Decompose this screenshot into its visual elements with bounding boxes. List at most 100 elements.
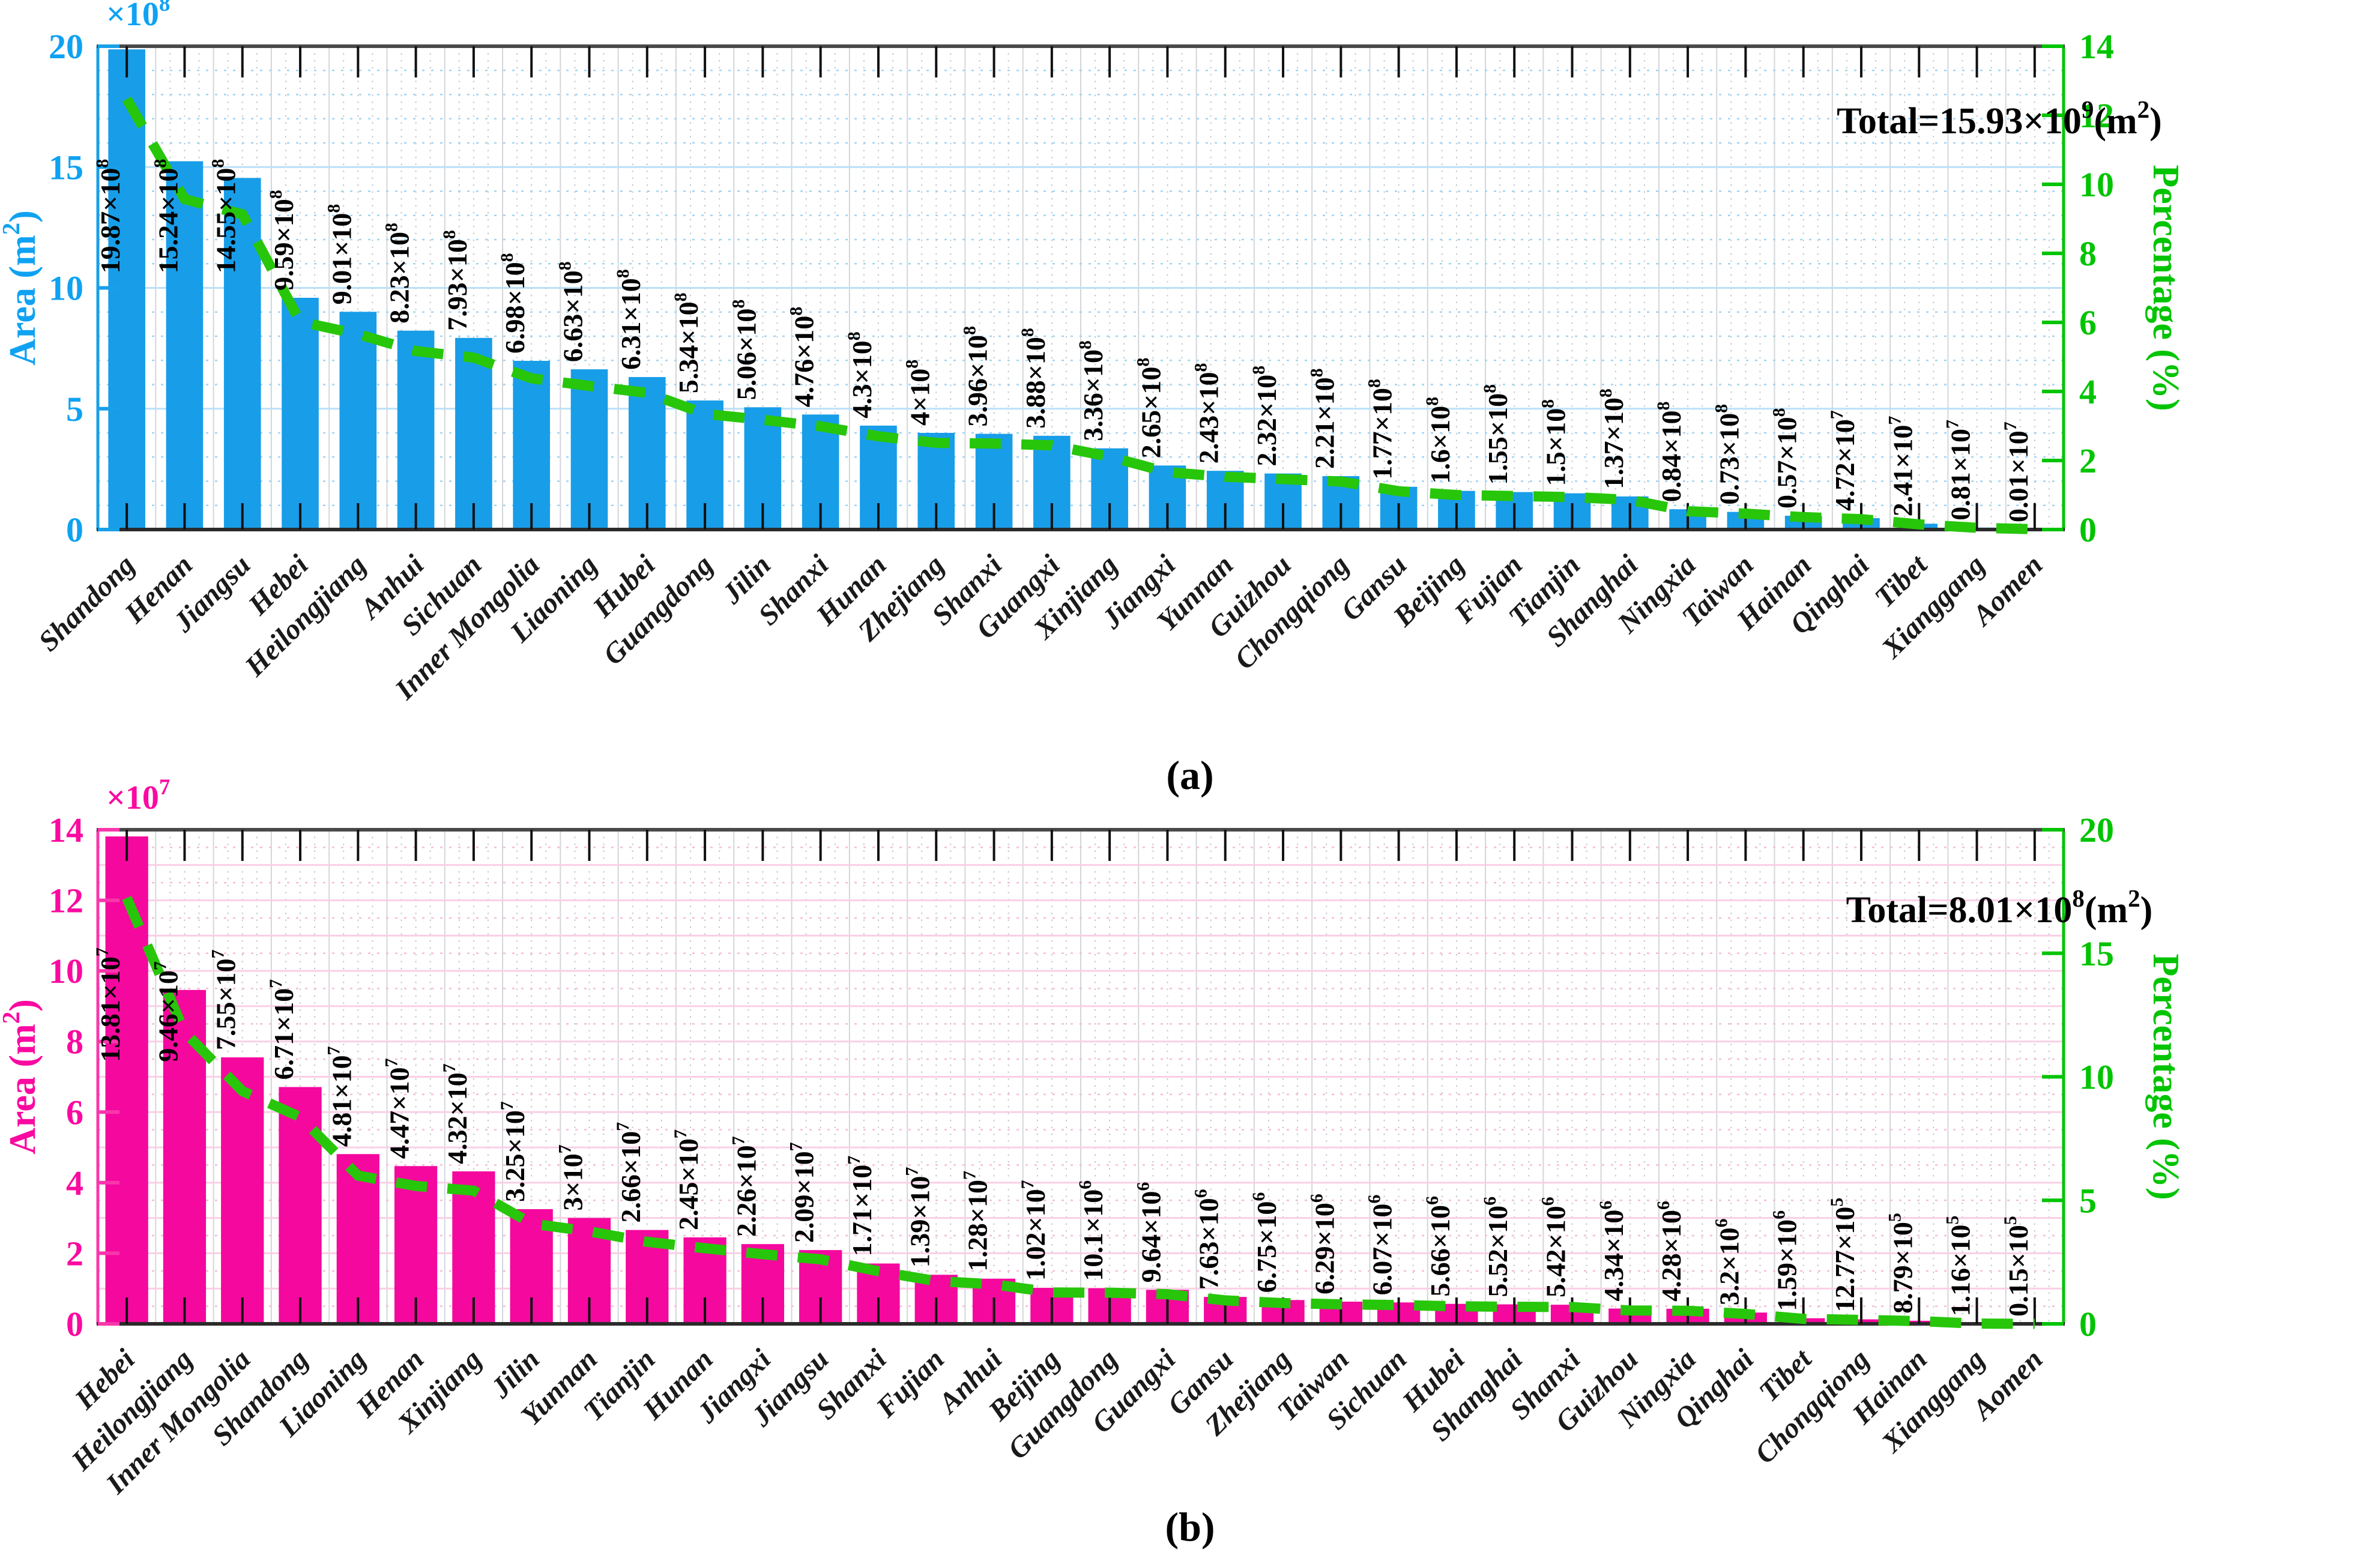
bar-value-label: 1.55×108 <box>1480 384 1513 485</box>
bar-value-label: 6.29×106 <box>1306 1194 1340 1294</box>
bar-value-label: 3.96×108 <box>960 326 993 427</box>
y-tick-label-right: 8 <box>2079 234 2097 273</box>
percentage-line <box>122 896 2035 1329</box>
y-tick-label-left: 14 <box>49 811 83 850</box>
y-tick-label-left: 15 <box>49 148 83 187</box>
bar-value-label: 9.59×108 <box>266 190 299 291</box>
y-tick-label-right: 4 <box>2079 372 2097 411</box>
y-tick-label-left: 10 <box>49 952 83 991</box>
bar-value-label: 1.59×106 <box>1769 1210 1802 1311</box>
bar-value-label: 4×108 <box>902 360 935 426</box>
bar-value-label: 2.66×107 <box>613 1122 646 1223</box>
y-tick-label-right: 15 <box>2079 934 2114 973</box>
bar-value-label: 7.55×107 <box>208 949 241 1050</box>
bar-value-label: 5.34×108 <box>671 292 704 393</box>
bar-value-label: 2.41×107 <box>1885 416 1918 517</box>
y-tick-label-left: 10 <box>49 269 83 308</box>
bar-value-label: 0.15×105 <box>2001 1216 2034 1317</box>
bar-heilongjiang <box>339 312 377 530</box>
y-tick-label-left: 0 <box>66 510 83 549</box>
y-tick-label-right: 2 <box>2079 441 2097 480</box>
total-annotation: Total=15.93×109(m2) <box>1837 95 2162 142</box>
bar-value-label: 2.43×108 <box>1191 363 1224 463</box>
axis-scale-label: ×108 <box>106 0 170 33</box>
bar-value-label: 2.09×107 <box>787 1142 820 1243</box>
panel-a-caption: (a) <box>1166 752 1214 798</box>
left-axis-title: Area (m2) <box>0 999 43 1155</box>
bar-hebei <box>105 836 148 1324</box>
bar-value-label: 1.6×108 <box>1422 397 1455 484</box>
y-tick-label-left: 6 <box>66 1093 83 1132</box>
y-tick-label-left: 5 <box>66 390 83 429</box>
y-tick-label-right: 10 <box>2079 1058 2114 1097</box>
bar-value-label: 2.45×107 <box>671 1129 704 1230</box>
bar-value-label: 0.01×107 <box>2001 421 2034 522</box>
y-tick-label-right: 10 <box>2079 165 2114 204</box>
bar-value-label: 7.93×108 <box>439 230 473 331</box>
bar-anhui <box>397 330 435 530</box>
bar-value-label: 5.06×108 <box>728 300 761 400</box>
bar-value-label: 1.28×107 <box>960 1171 993 1272</box>
bar-value-label: 15.24×108 <box>150 159 183 274</box>
bar-value-label: 12.77×105 <box>1827 1198 1860 1312</box>
bar-value-label: 9.46×107 <box>150 961 183 1062</box>
bar-value-label: 6.75×106 <box>1249 1192 1282 1293</box>
bar-value-label: 6.63×108 <box>555 261 588 362</box>
bar-value-label: 0.84×108 <box>1654 401 1687 502</box>
bar-liaoning <box>570 369 608 530</box>
right-axis-title: Percentage (%) <box>2145 953 2186 1200</box>
bar-value-label: 4.47×107 <box>382 1058 415 1159</box>
bar-value-label: 19.87×108 <box>92 159 125 274</box>
y-tick-label-right: 12 <box>2079 96 2114 135</box>
bar-value-label: 13.81×107 <box>92 947 125 1062</box>
bar-value-label: 8.79×105 <box>1885 1213 1918 1314</box>
bar-value-label: 3×107 <box>555 1144 588 1210</box>
bar-value-label: 5.42×106 <box>1538 1197 1571 1297</box>
y-tick-label-left: 0 <box>66 1305 83 1344</box>
bar-value-label: 6.98×108 <box>497 253 530 354</box>
bar-value-label: 10.1×106 <box>1075 1180 1108 1281</box>
bar-value-label: 1.71×107 <box>844 1156 877 1257</box>
bar-value-label: 9.64×106 <box>1133 1182 1166 1283</box>
bar-value-label: 1.39×107 <box>902 1167 935 1268</box>
bar-value-label: 1.5×108 <box>1538 399 1571 486</box>
bar-inner-mongolia <box>221 1057 264 1324</box>
y-tick-label-right: 6 <box>2079 303 2097 342</box>
total-annotation: Total=8.01×108(m2) <box>1846 884 2153 931</box>
bar-value-label: 7.63×106 <box>1191 1189 1224 1290</box>
bar-value-label: 4.32×107 <box>439 1063 473 1164</box>
bar-value-label: 2.32×108 <box>1249 366 1282 466</box>
bar-value-label: 1.16×105 <box>1943 1216 1976 1317</box>
bar-value-label: 6.07×106 <box>1365 1195 1398 1296</box>
bar-value-label: 6.71×107 <box>266 979 299 1080</box>
bar-value-label: 0.57×108 <box>1769 408 1802 509</box>
bar-value-label: 5.52×106 <box>1480 1197 1513 1297</box>
bar-value-label: 2.65×108 <box>1133 358 1166 459</box>
bar-value-label: 6.31×108 <box>613 269 646 370</box>
bar-value-label: 4.72×107 <box>1827 410 1860 511</box>
bar-henan <box>166 161 204 530</box>
bar-value-label: 1.37×108 <box>1596 388 1629 489</box>
y-tick-label-left: 20 <box>49 27 83 66</box>
bar-value-label: 1.77×108 <box>1365 379 1398 480</box>
bar-hebei <box>282 298 319 530</box>
bar-jiangsu <box>223 178 261 530</box>
right-axis-title: Percentage (%) <box>2145 165 2186 411</box>
y-tick-label-right: 0 <box>2079 1305 2097 1344</box>
bar-value-label: 4.34×106 <box>1596 1201 1629 1302</box>
bar-value-label: 0.73×108 <box>1711 404 1744 505</box>
bar-value-label: 2.21×108 <box>1306 368 1340 469</box>
axis-scale-label: ×107 <box>106 775 170 817</box>
y-tick-label-left: 8 <box>66 1022 83 1061</box>
y-tick-label-right: 14 <box>2079 27 2114 66</box>
bar-value-label: 3.36×108 <box>1075 340 1108 441</box>
bar-value-label: 0.81×107 <box>1943 420 1976 521</box>
y-tick-label-left: 2 <box>66 1234 83 1273</box>
y-tick-label-right: 20 <box>2079 811 2114 850</box>
bar-value-label: 4.28×106 <box>1654 1201 1687 1302</box>
bar-value-label: 4.76×108 <box>787 307 820 408</box>
bar-value-label: 3.88×108 <box>1018 328 1051 429</box>
panel-b-caption: (b) <box>1165 1504 1215 1550</box>
